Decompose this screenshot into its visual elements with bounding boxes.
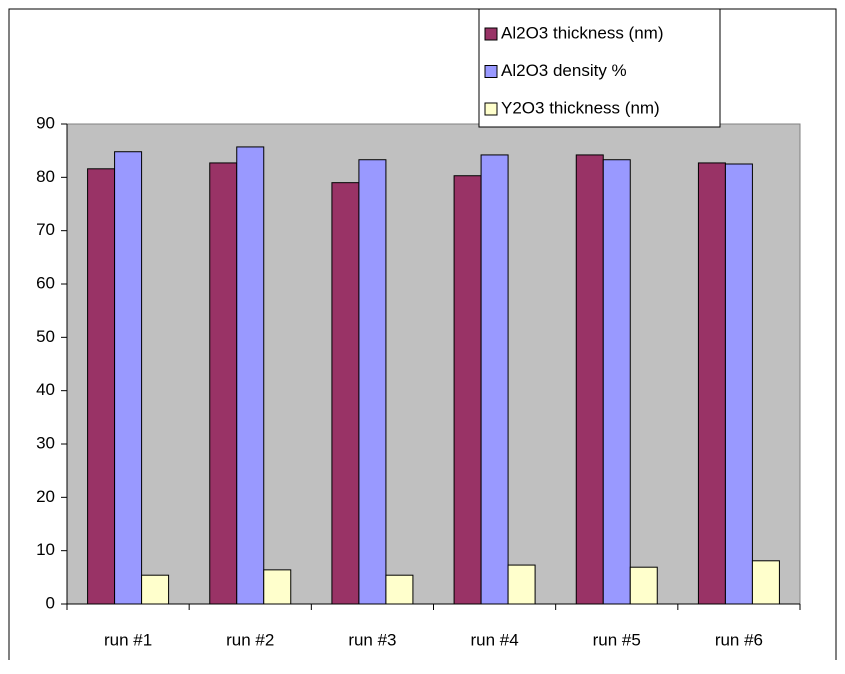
bar	[602, 159, 631, 605]
x-tick-label: run #4	[470, 630, 518, 649]
bar	[358, 159, 387, 605]
bar	[697, 162, 726, 605]
bar	[480, 154, 509, 605]
legend-box	[478, 8, 721, 128]
bar	[453, 175, 482, 605]
plot-area	[66, 123, 801, 605]
chart-border	[8, 8, 837, 660]
y-tick-label: 30	[36, 433, 55, 452]
bar	[209, 162, 238, 605]
bar	[724, 163, 753, 605]
y-tick-label: 70	[36, 220, 55, 239]
legend-label: Y2O3 thickness (nm)	[501, 98, 660, 117]
y-tick-label: 60	[36, 273, 55, 292]
bar	[507, 564, 536, 605]
y-tick-label: 20	[36, 487, 55, 506]
x-tick-label: run #3	[348, 630, 396, 649]
x-tick-label: run #1	[104, 630, 152, 649]
bar	[629, 566, 658, 605]
legend-swatch	[484, 27, 498, 41]
bar	[751, 560, 780, 605]
bar	[87, 168, 116, 605]
y-tick-label: 40	[36, 380, 55, 399]
y-tick-label: 80	[36, 167, 55, 186]
y-tick-label: 50	[36, 327, 55, 346]
legend-label: Al2O3 density %	[501, 61, 627, 80]
bar	[263, 569, 292, 605]
legend-swatch	[484, 102, 498, 116]
legend-label: Al2O3 thickness (nm)	[501, 23, 664, 42]
bar	[236, 146, 265, 605]
bar	[385, 574, 414, 605]
legend-swatch	[484, 65, 498, 78]
x-tick-label: run #2	[226, 630, 274, 649]
bar	[114, 151, 143, 605]
bar	[141, 574, 170, 605]
y-tick-label: 0	[46, 593, 55, 612]
x-tick-label: run #5	[593, 630, 641, 649]
bar	[575, 154, 604, 605]
bar	[331, 182, 360, 605]
y-tick-label: 90	[36, 113, 55, 132]
x-tick-label: run #6	[715, 630, 763, 649]
y-tick-label: 10	[36, 540, 55, 559]
